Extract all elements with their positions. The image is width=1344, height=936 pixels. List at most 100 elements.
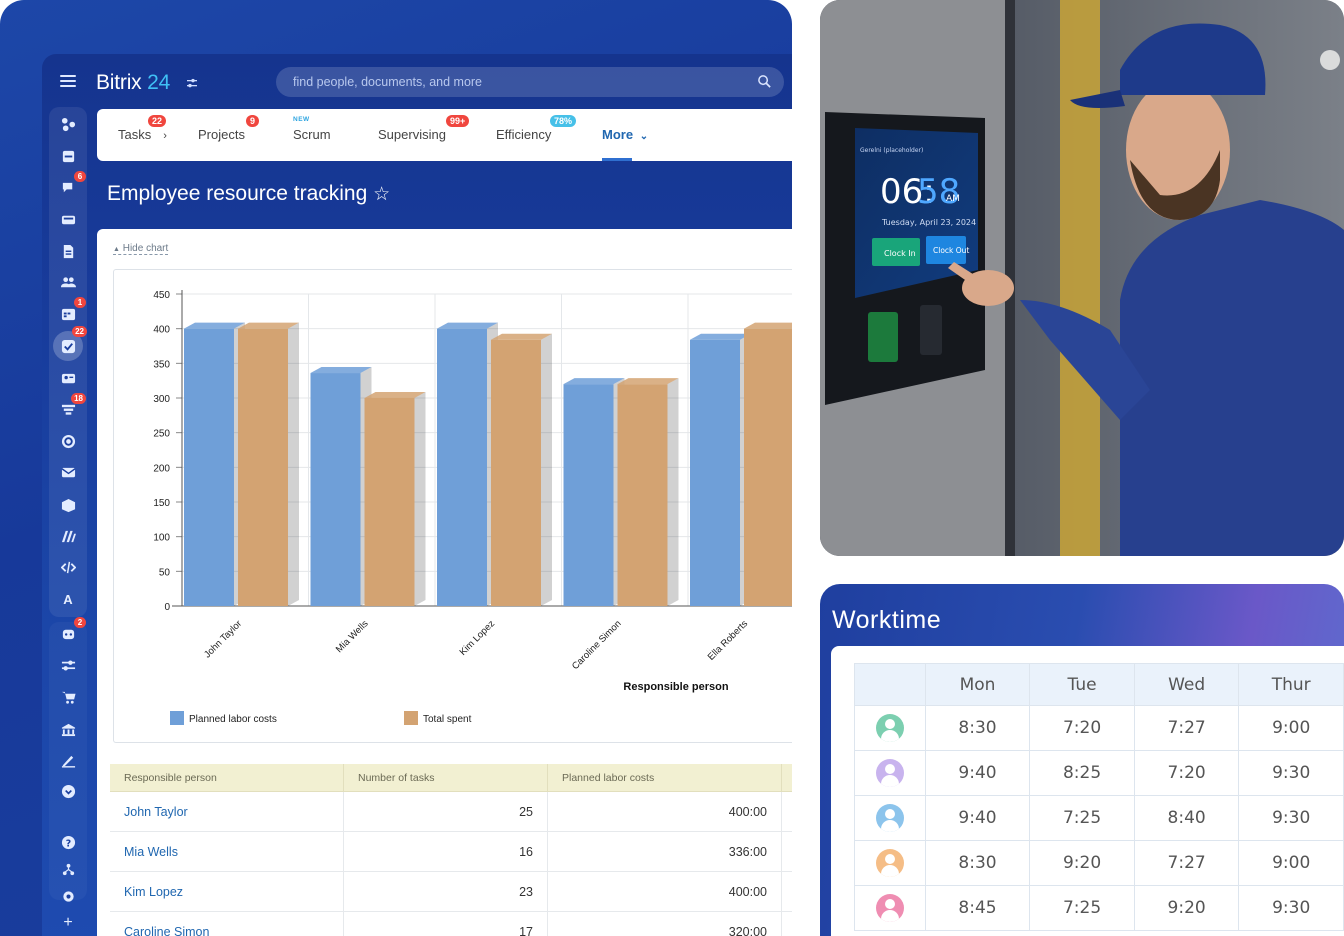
clock-out-button[interactable] [926,236,966,264]
sidebar-item-tasks[interactable]: 22 [53,326,87,361]
tab-efficiency[interactable]: Efficiency 78% [496,115,577,142]
sidebar-item-inventory[interactable] [54,494,82,516]
person-link[interactable]: Caroline Simon [124,924,210,936]
sidebar-item-devops[interactable] [54,556,82,578]
bar-top [690,333,751,340]
user-avatar-icon[interactable] [875,759,904,787]
y-tick-label: 400 [153,325,170,336]
logo-settings-icon[interactable] [186,77,198,89]
tab-more[interactable]: More ⌄ [602,127,648,142]
sidebar-item-sites[interactable] [54,145,82,167]
sidebar-item-docs[interactable] [54,240,82,262]
sidebar-pinned-group [49,107,87,617]
chevron-circle-icon [61,784,75,798]
row-person-cell: John Taylor [110,792,344,831]
hide-chart-label: Hide chart [122,243,169,254]
logo[interactable]: Bitrix 24 [96,71,170,95]
plus-icon: + [63,914,73,931]
cart-icon [61,691,76,704]
chevron-down-icon: ⌄ [639,131,649,142]
card-reader [920,305,942,355]
sidebar-item-shop[interactable] [54,686,82,708]
tab-label: Supervising [378,127,446,142]
legend-swatch [170,711,184,725]
time-cell: 9:00 [1238,705,1344,751]
y-tick-label: 350 [153,359,170,370]
sidebar-item-calendar[interactable]: 1 [54,297,86,324]
sidebar-item-goals[interactable] [54,430,82,452]
sidebar-item-gear[interactable] [54,885,82,907]
person-link[interactable]: John Taylor [124,804,188,819]
time-cell: 7:20 [1133,750,1240,796]
worker-hand [962,270,1014,306]
row-tasks-cell: 17 [344,912,548,936]
user-avatar-icon[interactable] [875,894,904,922]
sidebar-item-feed[interactable] [54,113,82,135]
sidebar-item-drive[interactable] [54,208,82,230]
menu-icon[interactable] [60,75,76,87]
building-icon [61,723,75,736]
tab-scrum[interactable]: NEW Scrum [293,116,331,142]
sidebar-item-robots[interactable]: 2 [54,617,86,644]
row-planned-cell: 320:00 [548,912,782,936]
search-icon[interactable] [757,74,772,89]
tab-tasks[interactable]: Tasks 22 › [118,115,167,142]
avatar-cell [854,795,926,841]
sidebar-item-more[interactable] [54,780,82,802]
clock-in-button[interactable] [872,238,920,266]
chevron-right-icon: › [163,130,167,142]
marketing-icon [61,530,76,542]
target-icon [61,434,75,448]
sidebar-item-crm[interactable]: 18 [54,393,86,420]
new-tag: NEW [293,116,310,123]
time-cell: 8:30 [924,840,1031,886]
sidebar-item-structure[interactable] [54,858,82,880]
avatar-cell [854,705,926,751]
table-row: Kim Lopez 23 400:00 [110,872,792,912]
avatar-column-header [854,663,926,706]
sidebar-item-contacts[interactable] [54,367,82,389]
tab-badge: 22 [148,115,167,127]
hide-chart-link[interactable]: ▲ Hide chart [113,243,169,255]
sidebar-item-sign[interactable] [54,749,82,771]
y-tick-label: 300 [153,394,170,405]
column-header[interactable]: Planned labor costs [548,764,782,791]
sidebar-item-help[interactable]: ? [54,831,82,853]
table-row: Caroline Simon 17 320:00 [110,912,792,936]
x-tick-label: Caroline Simon [570,618,624,672]
structure-icon [62,863,74,875]
cap-brim [1070,90,1125,108]
bar [563,384,614,606]
sidebar-letter: A [63,591,73,607]
sidebar-item-mail[interactable] [54,461,82,483]
user-avatar-icon[interactable] [875,849,904,877]
y-tick-label: 0 [164,602,170,613]
drive-icon [61,215,75,224]
tab-supervising[interactable]: Supervising 99+ [378,115,470,142]
user-avatar-icon[interactable] [875,714,904,742]
chat-icon [62,182,72,192]
person-link[interactable]: Kim Lopez [124,884,184,899]
sidebar-add-button[interactable]: + [54,912,82,934]
tab-label: Efficiency [496,127,552,142]
tab-projects[interactable]: Projects 9 [198,115,260,142]
sidebar-item-marketing[interactable] [54,525,82,547]
sidebar-item-groups[interactable] [54,271,82,293]
funnel-icon [61,404,75,415]
person-link[interactable]: Mia Wells [124,844,178,859]
sidebar-item-settings-sliders[interactable] [54,654,82,676]
sidebar-item-company[interactable] [54,718,82,740]
time-cell: 9:30 [1238,885,1344,931]
tab-badge: 78% [550,115,577,127]
search-input[interactable]: find people, documents, and more [276,67,784,97]
sidebar-item-chat[interactable]: 6 [54,171,86,198]
day-header: Mon [924,663,1031,706]
sidebar-item-automation[interactable]: A [54,588,82,610]
column-header[interactable]: Responsible person [110,764,344,791]
tab-label: Tasks [118,127,152,142]
column-header[interactable]: Number of tasks [344,764,548,791]
star-icon[interactable]: ☆ [373,184,391,205]
sidebar: 6 1 22 18 A 2 ? [42,54,97,936]
user-avatar-icon[interactable] [875,804,904,832]
worker-cap [1120,23,1266,96]
